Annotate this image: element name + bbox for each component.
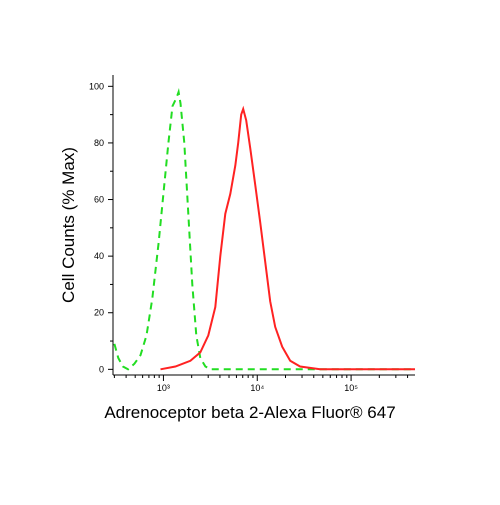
y-tick-label: 100: [89, 81, 104, 91]
x-tick-label: 10⁴: [250, 383, 264, 393]
y-tick-label: 60: [94, 195, 104, 205]
y-tick-label: 20: [94, 308, 104, 318]
y-axis-title: Cell Counts (% Max): [59, 147, 78, 303]
series-line: [160, 105, 415, 371]
series-line: [113, 88, 415, 371]
x-tick-label: 10⁵: [344, 383, 358, 393]
y-tick-label: 0: [99, 364, 104, 374]
y-tick-label: 80: [94, 138, 104, 148]
x-axis-title: Adrenoceptor beta 2-Alexa Fluor® 647: [104, 403, 395, 422]
x-tick-label: 10³: [157, 383, 170, 393]
y-tick-label: 40: [94, 251, 104, 261]
